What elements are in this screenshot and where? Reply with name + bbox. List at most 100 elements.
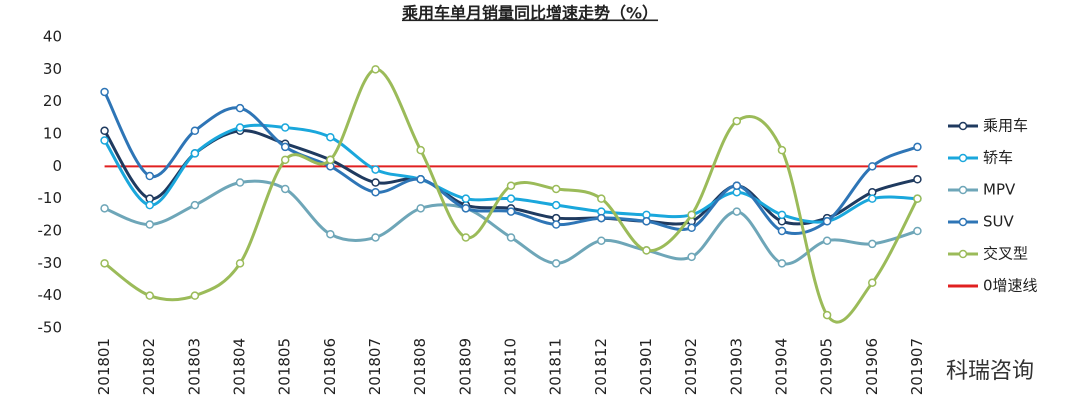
x-tick-label: 201801: [95, 338, 113, 395]
point-marker: [687, 252, 696, 262]
legend-marker: [958, 121, 968, 131]
logo-text: 科瑞咨询: [946, 359, 1034, 384]
x-tick-label: 201904: [772, 338, 790, 395]
x-tick-label: 201807: [366, 338, 384, 395]
point-marker: [190, 200, 200, 210]
legend-label: 0增速线: [983, 277, 1038, 295]
point-marker: [868, 239, 877, 249]
x-tick-label: 201902: [682, 338, 700, 395]
y-tick-label: -10: [38, 189, 63, 207]
point-marker: [506, 194, 516, 203]
point-marker: [551, 184, 561, 194]
point-marker: [371, 65, 380, 74]
point-marker: [913, 142, 922, 152]
point-marker: [642, 217, 651, 226]
legend-label: 轿车: [983, 149, 1013, 167]
point-marker: [732, 181, 742, 190]
point-marker: [371, 233, 380, 242]
point-marker: [145, 171, 154, 181]
point-marker: [732, 116, 742, 126]
y-tick-label: 10: [43, 125, 62, 143]
legend-marker: [958, 217, 968, 227]
point-marker: [280, 155, 290, 165]
chart-title: 乘用车单月销量同比增速走势（%）: [401, 4, 658, 23]
point-marker: [100, 259, 109, 268]
point-marker: [280, 184, 290, 194]
legend-label: 乘用车: [983, 117, 1028, 135]
point-marker: [551, 200, 561, 210]
point-marker: [190, 291, 200, 300]
point-marker: [687, 223, 696, 233]
point-marker: [371, 187, 380, 197]
point-marker: [100, 87, 109, 97]
point-marker: [100, 126, 109, 136]
y-tick-label: -30: [38, 254, 63, 272]
point-marker: [687, 210, 696, 220]
point-marker: [913, 226, 922, 236]
point-marker: [371, 178, 380, 187]
point-marker: [777, 259, 787, 268]
x-tick-label: 201907: [908, 338, 926, 395]
point-marker: [235, 103, 245, 113]
point-marker: [461, 204, 471, 213]
x-tick-label: 201805: [276, 338, 294, 395]
point-marker: [100, 204, 109, 213]
point-marker: [868, 194, 877, 203]
point-marker: [868, 278, 877, 287]
y-tick-label: 40: [43, 28, 62, 46]
point-marker: [280, 142, 290, 152]
x-tick-label: 201809: [456, 338, 474, 395]
point-marker: [416, 175, 425, 184]
point-marker: [190, 149, 200, 158]
y-tick-label: 30: [43, 60, 62, 78]
point-marker: [732, 207, 742, 216]
point-marker: [597, 236, 606, 245]
legend-marker: [958, 249, 968, 259]
point-marker: [145, 200, 154, 210]
x-tick-label: 201906: [863, 338, 881, 395]
point-marker: [235, 178, 245, 187]
point-marker: [777, 145, 787, 155]
x-tick-label: 201812: [592, 338, 610, 395]
x-tick-label: 201804: [231, 338, 249, 395]
legend-marker: [958, 185, 968, 195]
point-marker: [326, 155, 335, 165]
x-tick-label: 201905: [818, 338, 836, 395]
point-marker: [777, 210, 787, 220]
point-marker: [280, 123, 290, 132]
point-marker: [371, 165, 380, 174]
point-marker: [461, 194, 471, 203]
y-tick-label: -40: [38, 286, 63, 304]
y-tick-label: 0: [52, 157, 62, 175]
point-marker: [145, 291, 154, 300]
point-marker: [913, 194, 922, 203]
x-tick-label: 201811: [547, 338, 565, 395]
point-marker: [597, 213, 606, 223]
legend-label: MPV: [983, 181, 1016, 199]
point-marker: [506, 181, 516, 190]
point-marker: [100, 136, 109, 145]
point-marker: [416, 145, 425, 155]
point-marker: [822, 217, 832, 226]
point-marker: [461, 233, 471, 242]
x-tick-label: 201802: [140, 338, 158, 395]
legend-label: SUV: [983, 213, 1015, 231]
point-marker: [597, 194, 606, 203]
point-marker: [868, 162, 877, 171]
point-marker: [551, 220, 561, 229]
x-tick-label: 201803: [185, 338, 203, 395]
legend-marker: [958, 153, 968, 163]
point-marker: [235, 259, 245, 268]
legend-label: 交叉型: [983, 245, 1028, 263]
point-marker: [190, 126, 200, 136]
point-marker: [913, 175, 922, 184]
point-marker: [326, 229, 335, 239]
point-marker: [551, 259, 561, 268]
x-tick-label: 201810: [502, 338, 520, 395]
x-tick-label: 201903: [727, 338, 745, 395]
point-marker: [822, 236, 832, 245]
point-marker: [416, 204, 425, 213]
point-marker: [145, 220, 154, 229]
y-tick-label: 20: [43, 92, 62, 110]
